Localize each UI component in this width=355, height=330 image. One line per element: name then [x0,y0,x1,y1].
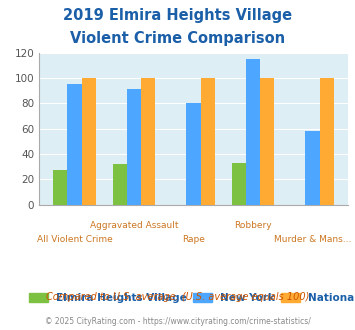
Text: Compared to U.S. average. (U.S. average equals 100): Compared to U.S. average. (U.S. average … [46,292,309,302]
Text: Robbery: Robbery [234,221,272,230]
Text: Murder & Mans...: Murder & Mans... [274,235,351,244]
Bar [141,78,155,205]
Text: All Violent Crime: All Violent Crime [37,235,113,244]
Text: © 2025 CityRating.com - https://www.cityrating.com/crime-statistics/: © 2025 CityRating.com - https://www.city… [45,317,310,326]
Text: 2019 Elmira Heights Village: 2019 Elmira Heights Village [63,8,292,23]
Legend: Elmira Heights Village, New York, National: Elmira Heights Village, New York, Nation… [25,289,355,307]
Bar [260,78,274,205]
Bar [320,78,334,205]
Bar [82,78,96,205]
Text: Rape: Rape [182,235,205,244]
Bar [67,84,82,205]
Bar [53,170,67,205]
Bar [246,59,260,205]
Bar [231,163,246,205]
Bar [186,103,201,205]
Bar [201,78,215,205]
Bar [127,89,141,205]
Bar [113,164,127,205]
Text: Violent Crime Comparison: Violent Crime Comparison [70,31,285,46]
Bar [305,131,320,205]
Text: Aggravated Assault: Aggravated Assault [90,221,178,230]
